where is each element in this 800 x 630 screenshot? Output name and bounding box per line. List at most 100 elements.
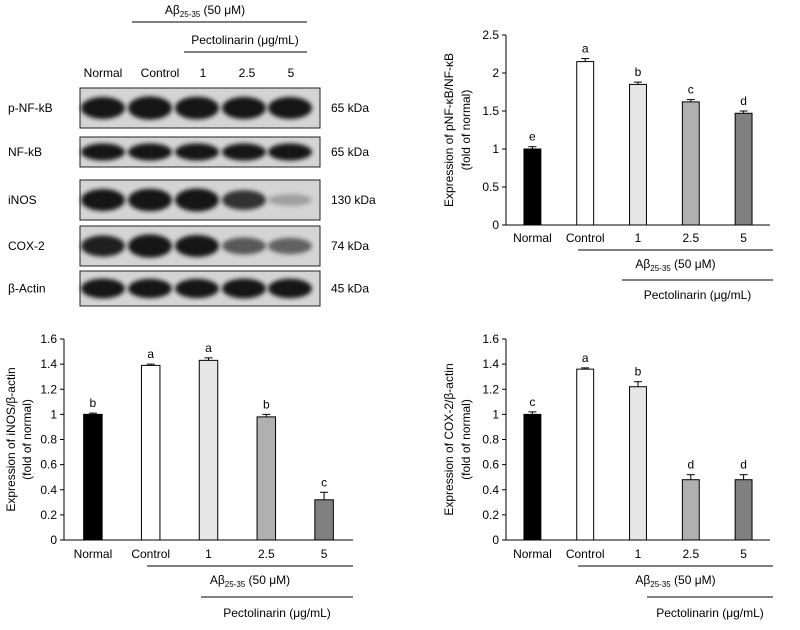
significance-letter: d [687,458,694,472]
significance-letter: c [688,83,694,97]
bar [523,148,542,226]
blot-row: p-NF-kB 65 kDa [8,87,369,129]
bar [83,413,103,541]
bar [140,364,161,541]
y-tick-label: 1.4 [40,357,57,371]
y-tick-label: 2 [492,66,499,80]
significance-letter: a [205,341,212,355]
blot-mw-label: 74 kDa [331,239,369,253]
treatment-label: Aβ25-35 (50 μM) [635,257,715,273]
blot-band [128,278,172,299]
y-tick-label: 0.4 [40,483,57,497]
blot-row: NF-kB 65 kDa [8,136,369,168]
y-tick-label: 1.2 [482,382,499,396]
y-tick-label: 0.5 [482,180,499,194]
blot-row: COX-2 74 kDa [8,225,369,267]
blot-protein-label: iNOS [8,193,37,207]
blot-band [268,97,312,119]
category-label: 2.5 [682,231,699,245]
y-tick-label: 0.2 [40,508,57,522]
y-tick-label: 0.4 [482,483,499,497]
category-label: 1 [635,547,642,561]
significance-letter: d [740,458,747,472]
treatment-label: Aβ25-35 (50 μM) [635,573,715,589]
category-label: 5 [740,547,747,561]
category-label: Normal [513,547,552,561]
significance-letter: c [321,475,327,489]
bar [681,101,700,226]
y-axis-label-sub: (fold of normal) [20,399,34,480]
blot-band [268,237,312,255]
category-label: Control [131,547,170,561]
significance-letter: b [635,65,642,79]
blot-lane-label: 5 [288,66,295,80]
y-axis-label-sub: (fold of normal) [459,399,473,480]
y-axis-label: Expression of iNOS/β-actin [4,367,18,511]
blot-lane-label: 1 [200,66,207,80]
blot-band [128,188,172,212]
drug-label: Pectolinarin (μg/mL) [223,606,331,620]
cox2-bar-chart: 0 0.2 0.4 0.6 0.8 1 1.2 1.4 1.6 Expression of COX… [442,332,773,620]
drug-label: Pectolinarin (μg/mL) [644,288,752,302]
blot-band [128,96,172,120]
y-tick-label: 0.8 [40,433,57,447]
inos-bar-chart: 0 0.2 0.4 0.6 0.8 1 1.2 1.4 1.6 Expression of iNO… [4,332,353,620]
blot-protein-label: NF-kB [8,145,42,159]
y-axis-label: Expression of pNF-κB/NF-κB [442,53,456,207]
y-tick-label: 1 [492,142,499,156]
y-tick-label: 0 [492,533,499,547]
y-tick-label: 1.4 [482,357,499,371]
blot-drug-label: Pectolinarin (μg/mL) [191,33,299,47]
blot-mw-label: 45 kDa [331,282,369,296]
y-axis-label: Expression of COX-2/β-actin [442,363,456,515]
western-blot-panel: Aβ25-35 (50 μM) Pectolinarin (μg/mL) Nor… [8,3,376,307]
blot-band [222,190,266,210]
bar [734,112,753,226]
significance-letter: a [582,351,589,365]
y-tick-label: 0 [492,218,499,232]
category-label: 2.5 [682,547,699,561]
bar [576,368,595,541]
drug-label: Pectolinarin (μg/mL) [656,606,764,620]
significance-letter: c [529,395,535,409]
blot-band [268,278,312,299]
blot-band [222,278,266,299]
blot-lane-label: Control [141,66,180,80]
blot-lane-label: Normal [84,66,123,80]
significance-letter: e [529,130,536,144]
blot-band [81,97,125,119]
bar [198,359,219,541]
treatment-label: Aβ25-35 (50 μM) [210,573,290,589]
blot-band [268,194,312,206]
blot-row: β-Actin 45 kDa [8,270,369,307]
blot-band [222,237,266,255]
bar [629,386,647,541]
blot-mw-label: 65 kDa [331,145,369,159]
blot-band [81,235,125,257]
y-tick-label: 1.6 [482,332,499,346]
significance-letter: a [147,347,154,361]
blot-protein-label: p-NF-kB [8,101,53,115]
blot-band [128,143,172,161]
category-label: 2.5 [258,547,275,561]
blot-band [128,234,172,258]
blot-treatment-label: Aβ25-35 (50 μM) [165,3,245,19]
y-tick-label: 0 [50,533,57,547]
blot-band [175,96,219,120]
blot-row: iNOS 130 kDa [8,179,376,221]
blot-protein-label: COX-2 [8,239,45,253]
significance-letter: b [635,365,642,379]
bar [256,416,277,541]
category-label: Control [566,547,605,561]
bar [576,61,595,226]
blot-band [81,278,125,299]
category-label: Control [566,231,605,245]
bar [734,479,753,541]
y-axis-label-sub: (fold of normal) [459,90,473,171]
significance-letter: b [263,397,270,411]
significance-letter: a [582,42,589,56]
blot-protein-label: β-Actin [8,282,46,296]
bar [681,479,700,541]
blot-lane-label: 2.5 [239,66,256,80]
blot-band [175,235,219,257]
